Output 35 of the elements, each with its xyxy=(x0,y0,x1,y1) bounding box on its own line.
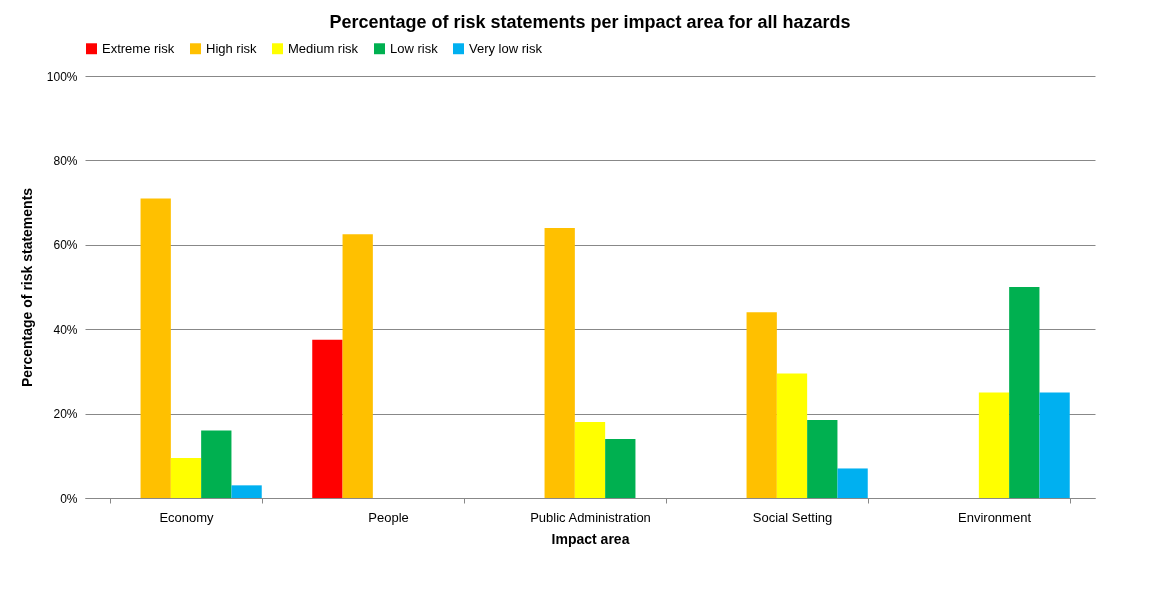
bar xyxy=(170,457,202,498)
bar xyxy=(807,419,838,498)
bar xyxy=(544,227,575,498)
bar xyxy=(1009,287,1040,498)
bar xyxy=(140,198,171,498)
bar xyxy=(231,485,262,498)
x-tick-label: Social Setting xyxy=(752,509,833,525)
x-tick-label: People xyxy=(368,509,409,525)
bar xyxy=(605,438,636,498)
y-tick-label: 40% xyxy=(53,322,78,337)
legend-label: Extreme risk xyxy=(102,40,175,56)
legend-label: Medium risk xyxy=(288,40,359,56)
y-tick-label: 100% xyxy=(46,69,78,84)
x-tick-label: Economy xyxy=(159,509,215,525)
chart-title: Percentage of risk statements per impact area for all hazards xyxy=(329,12,851,32)
x-tick-label: Environment xyxy=(958,509,1032,525)
y-axis-title: Percentage of risk statements xyxy=(18,187,35,388)
y-tick-label: 0% xyxy=(60,491,78,506)
bar xyxy=(1039,392,1070,498)
x-tick-label: Public Administration xyxy=(530,509,651,525)
bar xyxy=(312,339,343,498)
legend-label: Low risk xyxy=(390,40,439,56)
legend-label: Very low risk xyxy=(469,40,543,56)
bar xyxy=(837,468,868,498)
bar xyxy=(342,234,373,498)
x-axis-title: Impact area xyxy=(551,530,630,547)
y-tick-label: 60% xyxy=(53,238,78,253)
bar xyxy=(776,373,808,498)
legend-label: High risk xyxy=(206,40,258,56)
bar xyxy=(574,422,606,498)
y-tick-label: 20% xyxy=(53,407,78,422)
bar xyxy=(201,430,232,498)
bar xyxy=(746,312,777,498)
bar xyxy=(978,392,1010,498)
y-tick-label: 80% xyxy=(53,153,78,168)
